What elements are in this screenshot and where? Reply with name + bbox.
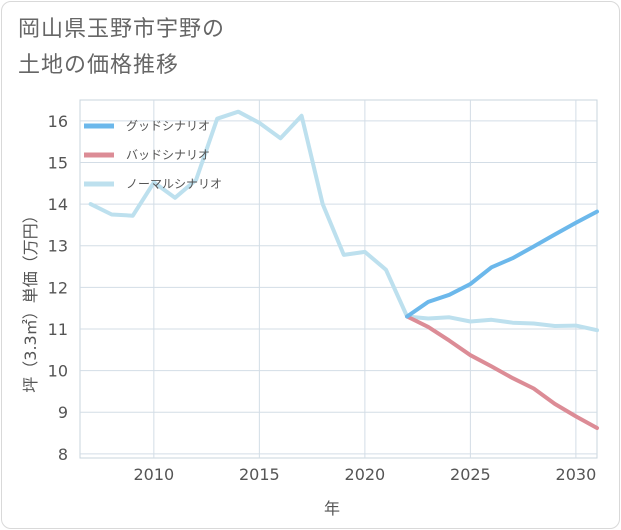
bad-scenario-line <box>405 314 599 430</box>
x-tick-label: 2030 <box>556 465 597 484</box>
axis-ticks: 8 9 10 11 12 13 14 15 16 2010 2015 2020 2025 2030 <box>48 112 597 484</box>
good-scenario-line <box>405 209 599 319</box>
y-tick-label: 10 <box>48 362 68 381</box>
bad-scenario-legend-label: バッドシナリオ <box>126 148 210 162</box>
x-tick-label: 2015 <box>239 465 280 484</box>
y-tick-label: 16 <box>48 112 68 131</box>
normal-scenario-legend-label: ノーマルシナリオ <box>126 177 222 191</box>
good-scenario-legend-label: グッドシナリオ <box>126 119 210 133</box>
x-axis-label: 年 <box>324 499 340 518</box>
y-tick-label: 15 <box>48 153 68 172</box>
series-lines <box>88 109 599 430</box>
y-tick-label: 8 <box>58 445 68 464</box>
chart-title: 岡山県玉野市宇野の 土地の価格推移 <box>18 12 225 84</box>
plot-border <box>79 99 598 459</box>
y-tick-label: 14 <box>48 195 68 214</box>
chart-title-line2: 土地の価格推移 <box>18 53 180 78</box>
x-tick-label: 2025 <box>450 465 491 484</box>
x-tick-label: 2010 <box>133 465 174 484</box>
chart-title-line1: 岡山県玉野市宇野の <box>18 17 226 42</box>
normal-scenario-line <box>88 109 599 333</box>
y-tick-label: 13 <box>48 237 68 256</box>
y-tick-label: 12 <box>48 278 68 297</box>
x-tick-label: 2020 <box>345 465 386 484</box>
y-axis-label: 坪（3.3㎡）単価（万円） <box>21 207 40 392</box>
y-tick-label: 11 <box>48 320 68 339</box>
y-tick-label: 9 <box>58 403 68 422</box>
grid-lines <box>79 99 598 459</box>
